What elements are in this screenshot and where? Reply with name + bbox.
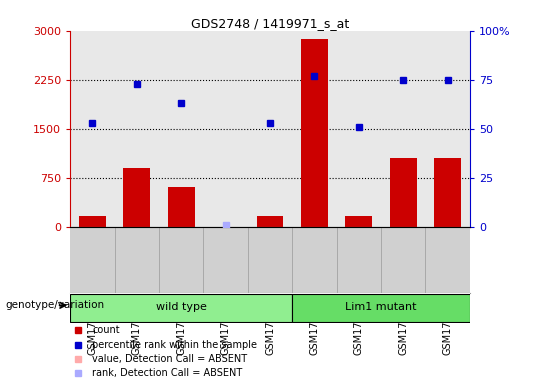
Text: percentile rank within the sample: percentile rank within the sample <box>92 340 257 350</box>
Bar <box>346 216 372 227</box>
Text: genotype/variation: genotype/variation <box>5 300 105 310</box>
Text: Lim1 mutant: Lim1 mutant <box>345 303 417 313</box>
Text: value, Detection Call = ABSENT: value, Detection Call = ABSENT <box>92 354 247 364</box>
Title: GDS2748 / 1419971_s_at: GDS2748 / 1419971_s_at <box>191 17 349 30</box>
Bar <box>168 187 194 227</box>
Bar <box>301 38 328 227</box>
Bar <box>292 294 470 322</box>
Bar <box>70 294 292 322</box>
Bar <box>79 216 106 227</box>
Bar <box>124 168 150 227</box>
Text: wild type: wild type <box>156 303 207 313</box>
Bar <box>256 216 284 227</box>
Bar <box>434 159 461 227</box>
Text: count: count <box>92 326 120 336</box>
Bar <box>390 159 416 227</box>
Text: rank, Detection Call = ABSENT: rank, Detection Call = ABSENT <box>92 368 242 378</box>
